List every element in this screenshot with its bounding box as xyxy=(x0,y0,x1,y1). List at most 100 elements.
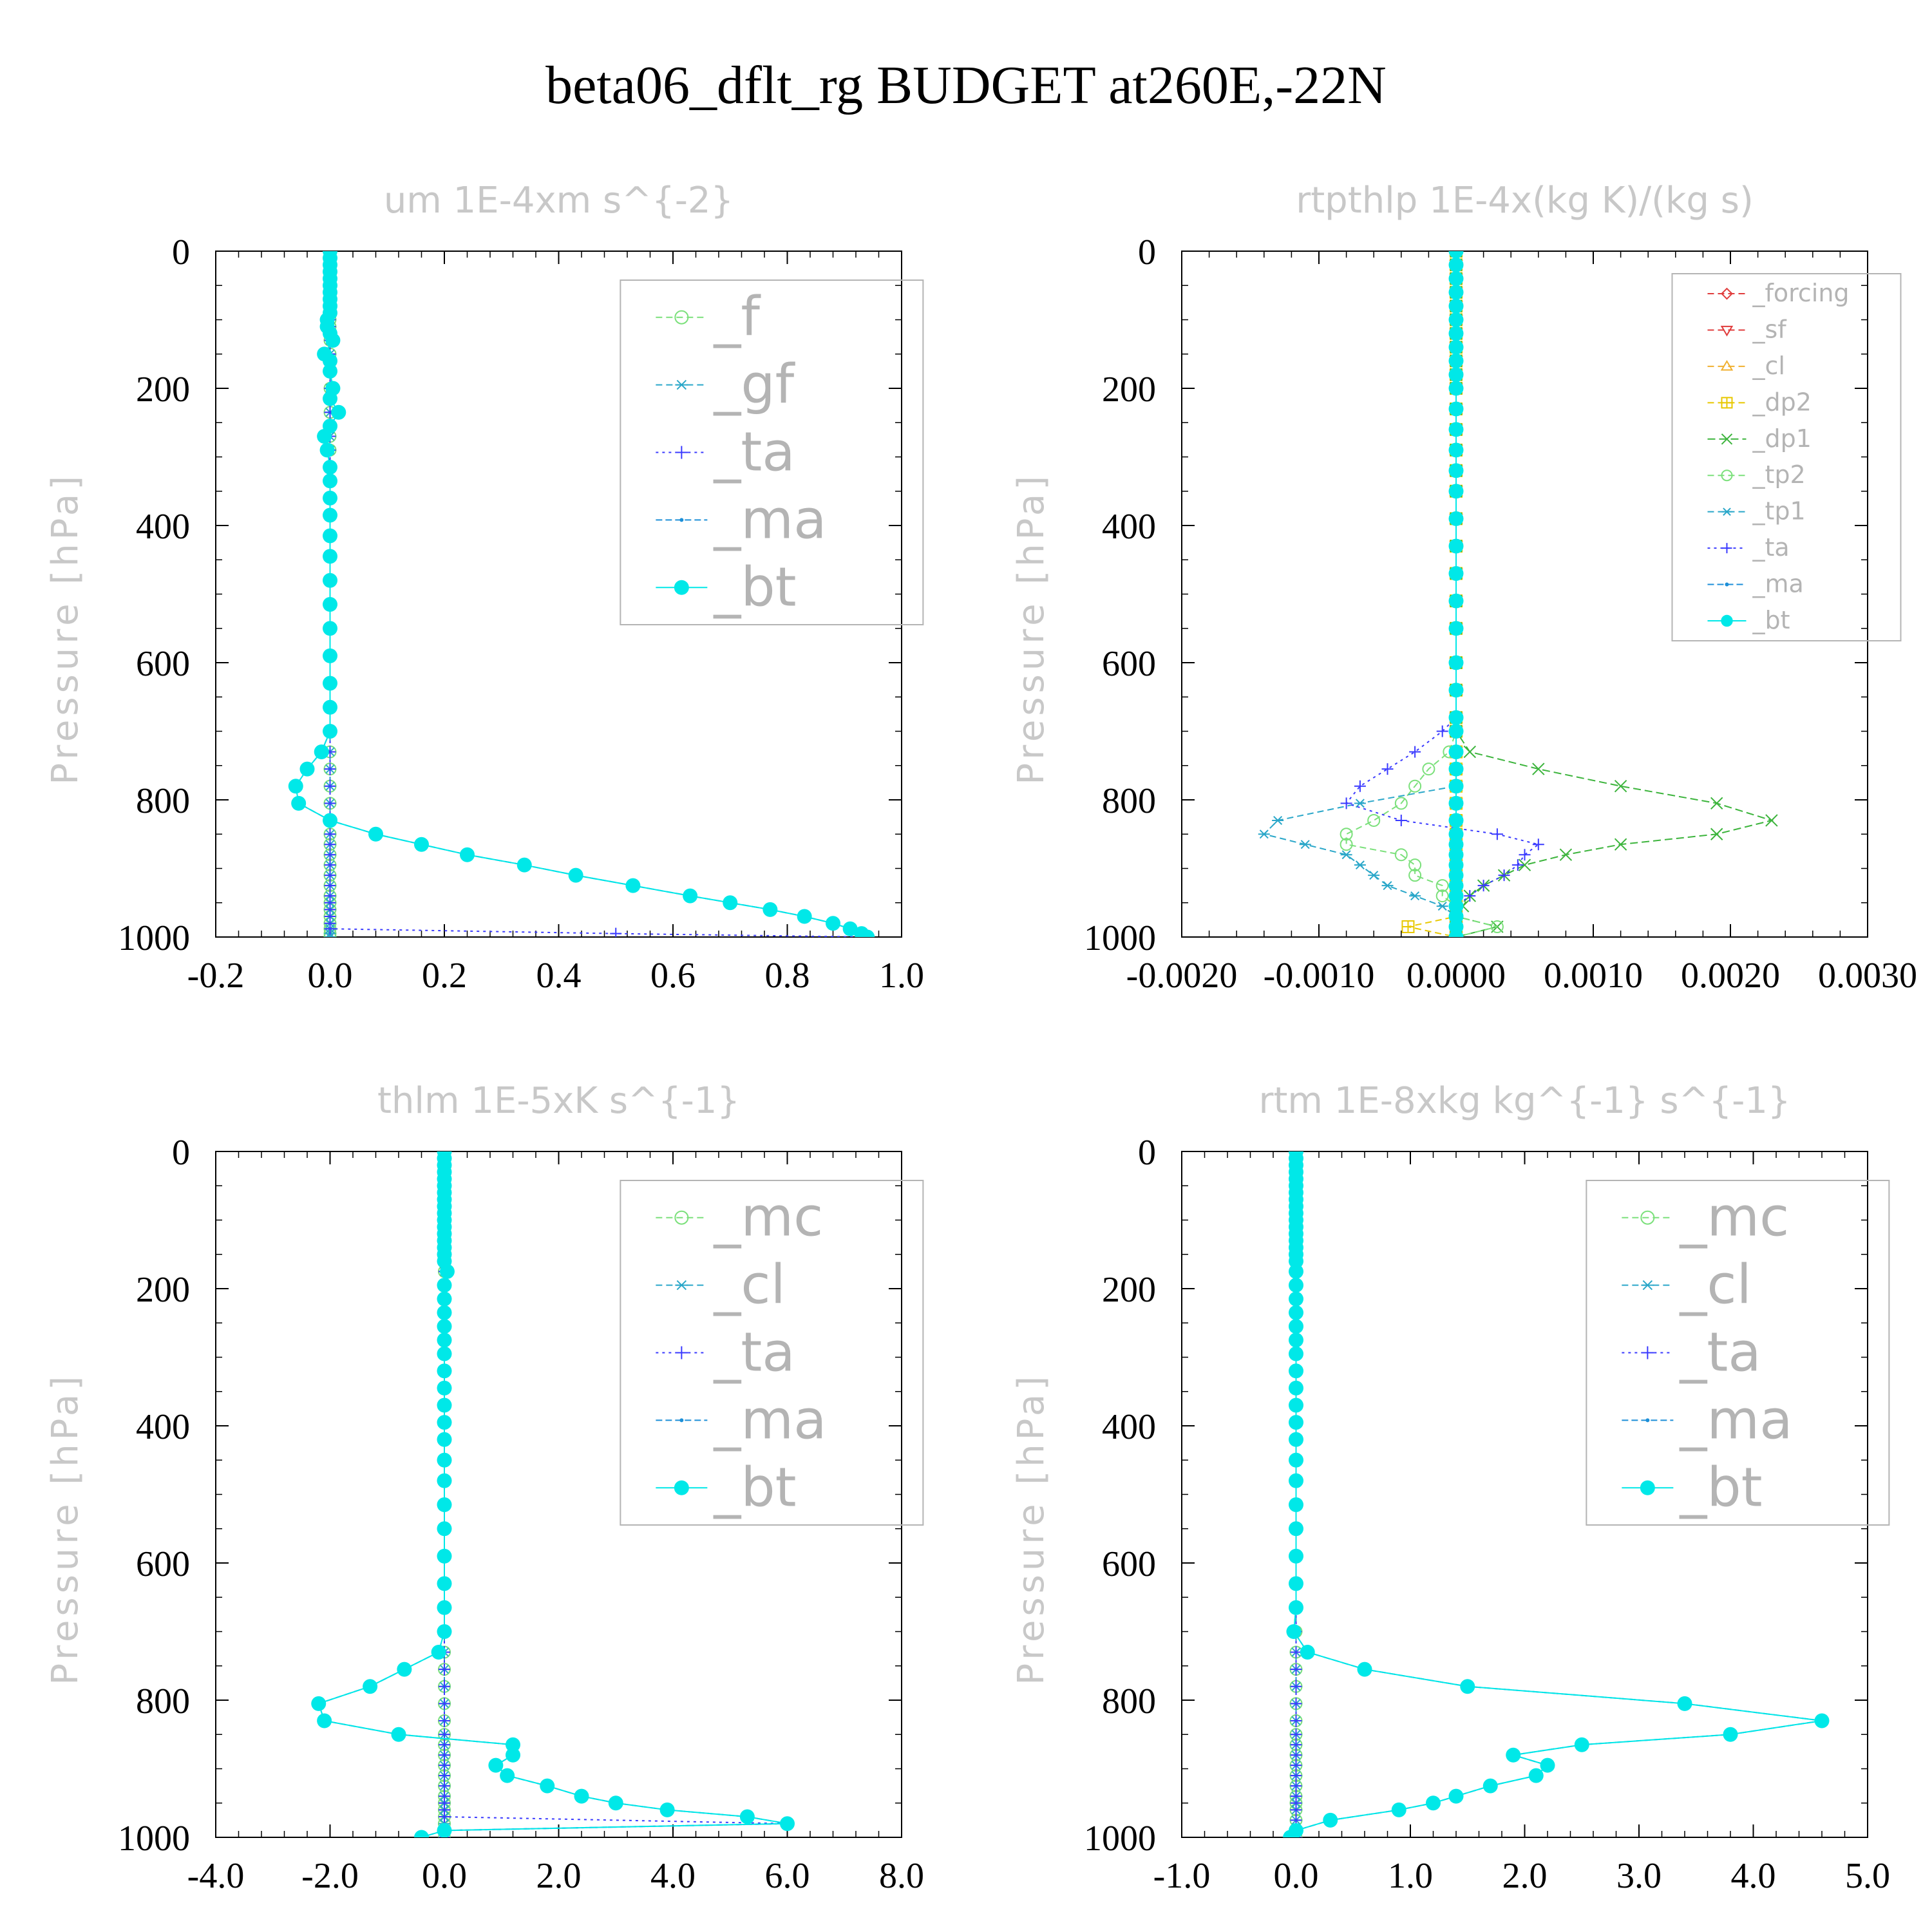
data-point-bt xyxy=(414,837,429,852)
legend-label-mc: _mc xyxy=(1679,1186,1789,1249)
data-point-bt xyxy=(1289,1473,1303,1488)
data-point-bt xyxy=(1289,1380,1303,1396)
data-point-bt xyxy=(317,429,332,444)
data-point-bt xyxy=(780,1816,795,1832)
legend-label-mc: _mc xyxy=(713,1186,823,1249)
data-point-dp1 xyxy=(1463,745,1477,759)
data-point-bt xyxy=(1286,1624,1302,1639)
data-point-tp1 xyxy=(1368,871,1380,880)
x-tick-label: -0.0010 xyxy=(1264,956,1375,996)
x-tick-label: -0.0020 xyxy=(1126,956,1238,996)
plot-area xyxy=(288,251,875,937)
plot-area xyxy=(1283,1151,1830,1837)
data-point-bt xyxy=(1723,1727,1738,1742)
data-point-ta xyxy=(324,763,336,775)
data-point-ta xyxy=(1290,1749,1302,1761)
data-point-bt xyxy=(319,442,335,458)
data-point-bt xyxy=(1528,1768,1544,1783)
data-point-bt xyxy=(291,795,307,811)
legend-marker-mc xyxy=(1640,1210,1655,1225)
x-tick-label: 4.0 xyxy=(650,1856,696,1896)
data-point-bt xyxy=(437,1346,452,1361)
y-tick-label: 0 xyxy=(172,1133,190,1173)
chart-panel-4: rtm 1E-8xkg kg^{-1} s^{-1} Pressure [hPa]… xyxy=(1010,1080,1890,1896)
chart-panel-3: thlm 1E-5xK s^{-1} Pressure [hPa] 0 200 400 6… xyxy=(44,1080,924,1896)
chart-panel-1: um 1E-4xm s^{-2} Pressure [hPa] 0 200 400 600… xyxy=(44,180,924,996)
data-point-ta xyxy=(1340,797,1352,810)
data-point-ta xyxy=(1290,1739,1302,1751)
legend-label-dp2: _dp2 xyxy=(1752,388,1811,416)
data-point-bt xyxy=(762,902,778,917)
data-point-tp2 xyxy=(1408,779,1422,793)
data-point-bt xyxy=(1448,898,1464,914)
data-point-bt xyxy=(488,1757,504,1773)
data-point-bt xyxy=(437,1291,452,1307)
data-point-tp2 xyxy=(1408,869,1422,882)
data-point-bt xyxy=(331,404,346,420)
data-point-tp1 xyxy=(1272,815,1284,825)
data-point-dp1 xyxy=(1559,848,1573,861)
data-point-bt xyxy=(314,744,329,759)
legend-marker-gf xyxy=(675,379,688,390)
data-point-ta xyxy=(1290,1714,1302,1727)
x-tick-label: 0.0000 xyxy=(1406,956,1506,996)
data-point-bt xyxy=(317,1713,332,1728)
y-tick-label: 200 xyxy=(136,1270,190,1310)
data-point-bt xyxy=(1448,1788,1464,1804)
data-point-ta xyxy=(324,797,336,810)
data-point-bt xyxy=(414,1830,429,1837)
data-point-ta xyxy=(1381,763,1394,775)
data-point-bt xyxy=(437,1380,452,1396)
data-point-bt xyxy=(860,929,875,937)
data-point-bt xyxy=(1448,710,1464,725)
data-point-bt xyxy=(1448,867,1464,883)
data-point-bt xyxy=(437,1332,452,1348)
data-point-bt xyxy=(1391,1802,1406,1817)
y-tick-label: 800 xyxy=(1102,781,1156,821)
legend-box xyxy=(1586,1180,1890,1526)
y-tick-label: 400 xyxy=(136,507,190,547)
data-point-bt xyxy=(1574,1737,1589,1752)
data-point-tp2 xyxy=(1340,828,1353,841)
x-tick-label: 0.0020 xyxy=(1681,956,1780,996)
data-point-bt xyxy=(323,363,337,379)
data-point-bt xyxy=(1448,878,1464,893)
legend-marker-cl xyxy=(1641,1280,1654,1291)
data-point-bt xyxy=(323,391,337,406)
panel-title: rtm 1E-8xkg kg^{-1} s^{-1} xyxy=(1258,1080,1790,1122)
data-point-dp1 xyxy=(1614,838,1627,851)
data-point-bt xyxy=(1448,271,1464,287)
panel-title: um 1E-4xm s^{-2} xyxy=(384,180,734,222)
legend-label-f: _f xyxy=(713,285,761,348)
data-point-bt xyxy=(431,1644,446,1660)
plot-area xyxy=(311,1151,795,1837)
data-point-bt xyxy=(1289,1278,1303,1293)
data-point-ta xyxy=(324,923,336,935)
y-tick-label: 600 xyxy=(136,644,190,684)
figure-title: beta06_dflt_rg BUDGET at260E,-22N xyxy=(545,55,1387,115)
data-point-bt xyxy=(437,1823,452,1837)
legend-marker-ta xyxy=(675,446,688,459)
legend-label-ma: _ma xyxy=(713,1388,826,1451)
legend: _mc_cl_ta_ma_bt xyxy=(1586,1180,1890,1526)
panels: um 1E-4xm s^{-2} Pressure [hPa] 0 200 400 600… xyxy=(44,180,1917,1896)
y-axis-label: Pressure [hPa] xyxy=(44,1372,86,1685)
x-tick-label: 6.0 xyxy=(765,1856,810,1896)
x-tick-label: 3.0 xyxy=(1616,1856,1662,1896)
legend-label-tp2: _tp2 xyxy=(1752,460,1805,489)
data-point-dp1 xyxy=(1532,762,1545,775)
data-point-bt xyxy=(311,1696,327,1711)
data-point-tp1 xyxy=(1409,891,1421,901)
data-point-ta xyxy=(1477,880,1490,892)
y-tick-label: 1000 xyxy=(1084,918,1156,958)
legend-label-cl: _cl xyxy=(713,1253,786,1316)
data-point-bt xyxy=(1448,484,1464,499)
data-point-bt xyxy=(1289,1305,1303,1320)
data-point-bt xyxy=(1506,1747,1521,1763)
data-point-bt xyxy=(1448,621,1464,636)
series-bt xyxy=(311,1151,795,1837)
legend-label-ta: _ta xyxy=(1679,1321,1761,1384)
data-point-bt xyxy=(1448,566,1464,582)
legend-marker-bt xyxy=(674,1480,689,1495)
